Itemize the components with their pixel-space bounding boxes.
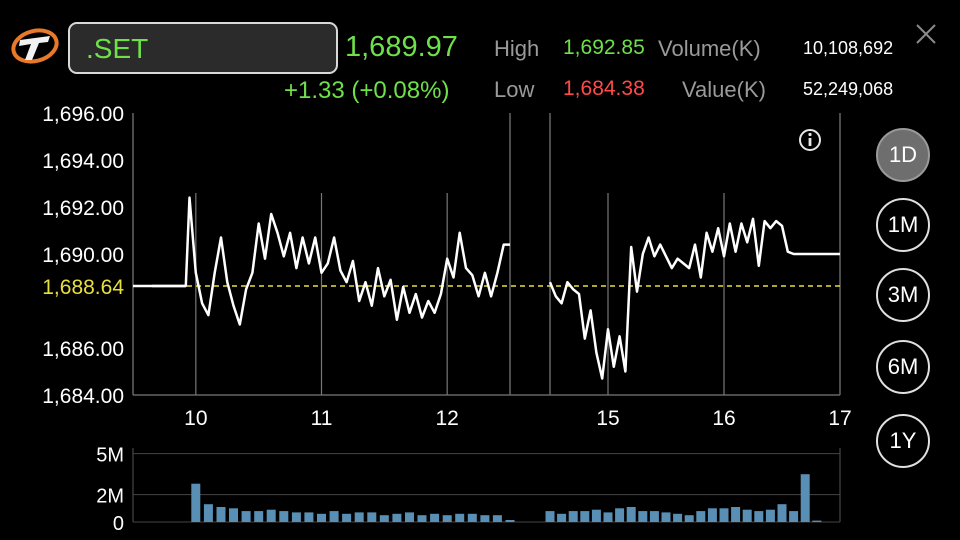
- volume-bar: [379, 515, 389, 522]
- y-tick-label: 1,684.00: [42, 385, 124, 408]
- volume-bar: [291, 512, 301, 522]
- volume-bar: [731, 507, 741, 522]
- volume-bar: [626, 507, 636, 522]
- volume-bar: [480, 515, 490, 522]
- volume-bar: [342, 513, 352, 522]
- volume-bar: [354, 512, 364, 522]
- volume-bar: [789, 511, 799, 522]
- price-lines: [133, 196, 840, 380]
- price-grid: [132, 113, 841, 396]
- volume-bar: [405, 512, 414, 522]
- x-tick-label: 10: [184, 407, 207, 430]
- volume-bar: [492, 515, 502, 522]
- volume-bar: [696, 511, 706, 522]
- value-label: Value(K): [682, 77, 766, 102]
- volume-bar: [707, 508, 717, 522]
- volume-bar: [545, 511, 555, 522]
- volume-bar: [580, 511, 590, 522]
- volume-bar: [765, 509, 775, 522]
- volume-value: 10,108,692: [803, 38, 894, 58]
- volume-bar: [603, 512, 613, 522]
- x-tick-label: 15: [596, 407, 619, 430]
- volume-bar: [266, 509, 276, 522]
- volume-bar: [568, 511, 578, 522]
- volume-bar: [467, 513, 477, 522]
- volume-bar: [417, 515, 427, 522]
- price-line-morning: [151, 196, 510, 326]
- volume-bar: [241, 511, 251, 522]
- x-tick-label: 12: [435, 407, 458, 430]
- axis-labels: 10 11 12 15 16 17 1,696.00 1,694.00 1,692.00 1,69…: [42, 103, 851, 535]
- volume-bar: [754, 511, 764, 522]
- high-label: High: [494, 36, 540, 61]
- volume-bar: [203, 504, 213, 522]
- y-tick-label: 1,692.00: [42, 197, 124, 220]
- low-value: 1,684.38: [563, 77, 645, 100]
- volume-bar: [638, 511, 648, 522]
- volume-bar: [442, 515, 452, 522]
- volume-bar: [719, 508, 729, 522]
- settrade-logo-icon[interactable]: [10, 28, 60, 64]
- period-button-6m[interactable]: 6M: [876, 340, 930, 394]
- x-tick-label: 11: [311, 407, 333, 430]
- volume-bar: [317, 513, 326, 522]
- volume-bar: [279, 511, 289, 522]
- y-tick-label: 1,696.00: [42, 103, 124, 126]
- volume-bar: [254, 511, 264, 522]
- low-label: Low: [494, 77, 535, 102]
- symbol-text[interactable]: .SET: [86, 33, 149, 64]
- volume-bar: [591, 509, 601, 522]
- period-button-1d[interactable]: 1D: [876, 128, 930, 182]
- volume-bar: [191, 483, 201, 522]
- symbol-search-box[interactable]: .SET: [68, 22, 338, 74]
- volume-bar: [216, 507, 226, 522]
- value-value: 52,249,068: [803, 79, 894, 99]
- volume-bars: [191, 474, 822, 522]
- x-tick-label: 17: [828, 407, 851, 430]
- volume-bar: [800, 474, 810, 522]
- period-button-3m[interactable]: 3M: [876, 268, 930, 322]
- price-line-afternoon: [548, 217, 840, 380]
- volume-bar: [229, 508, 238, 522]
- volume-bar: [684, 515, 694, 522]
- y-tick-label: 1,686.00: [42, 338, 124, 361]
- volume-label: Volume(K): [658, 36, 761, 61]
- volume-bar: [742, 509, 752, 522]
- volume-bar: [615, 508, 625, 522]
- y-tick-label: 1,694.00: [42, 150, 124, 173]
- volume-tick-label: 2M: [96, 486, 124, 508]
- info-icon[interactable]: [799, 129, 821, 151]
- volume-bar: [367, 512, 377, 522]
- price-change: +1.33 (+0.08%): [284, 77, 450, 104]
- close-icon[interactable]: [914, 22, 938, 46]
- volume-bar: [557, 513, 567, 522]
- volume-bar: [430, 513, 440, 522]
- volume-bar: [304, 512, 314, 522]
- volume-bar: [329, 511, 339, 522]
- x-tick-label: 16: [712, 407, 735, 430]
- volume-bar: [455, 513, 465, 522]
- volume-bar: [673, 513, 683, 522]
- high-value: 1,692.85: [563, 36, 645, 59]
- volume-tick-label: 5M: [96, 445, 124, 467]
- y-tick-label: 1,690.00: [42, 244, 124, 267]
- last-price: 1,689.97: [345, 31, 458, 63]
- prev-close-label: 1,688.64: [42, 276, 124, 299]
- volume-bar: [777, 504, 787, 522]
- period-button-1m[interactable]: 1M: [876, 198, 930, 252]
- volume-bar: [649, 511, 659, 522]
- volume-bar: [392, 513, 402, 522]
- volume-bar: [505, 520, 515, 522]
- volume-tick-label: 0: [113, 513, 124, 535]
- period-button-1y[interactable]: 1Y: [876, 414, 930, 468]
- volume-bar: [661, 512, 671, 522]
- volume-bar: [812, 520, 822, 522]
